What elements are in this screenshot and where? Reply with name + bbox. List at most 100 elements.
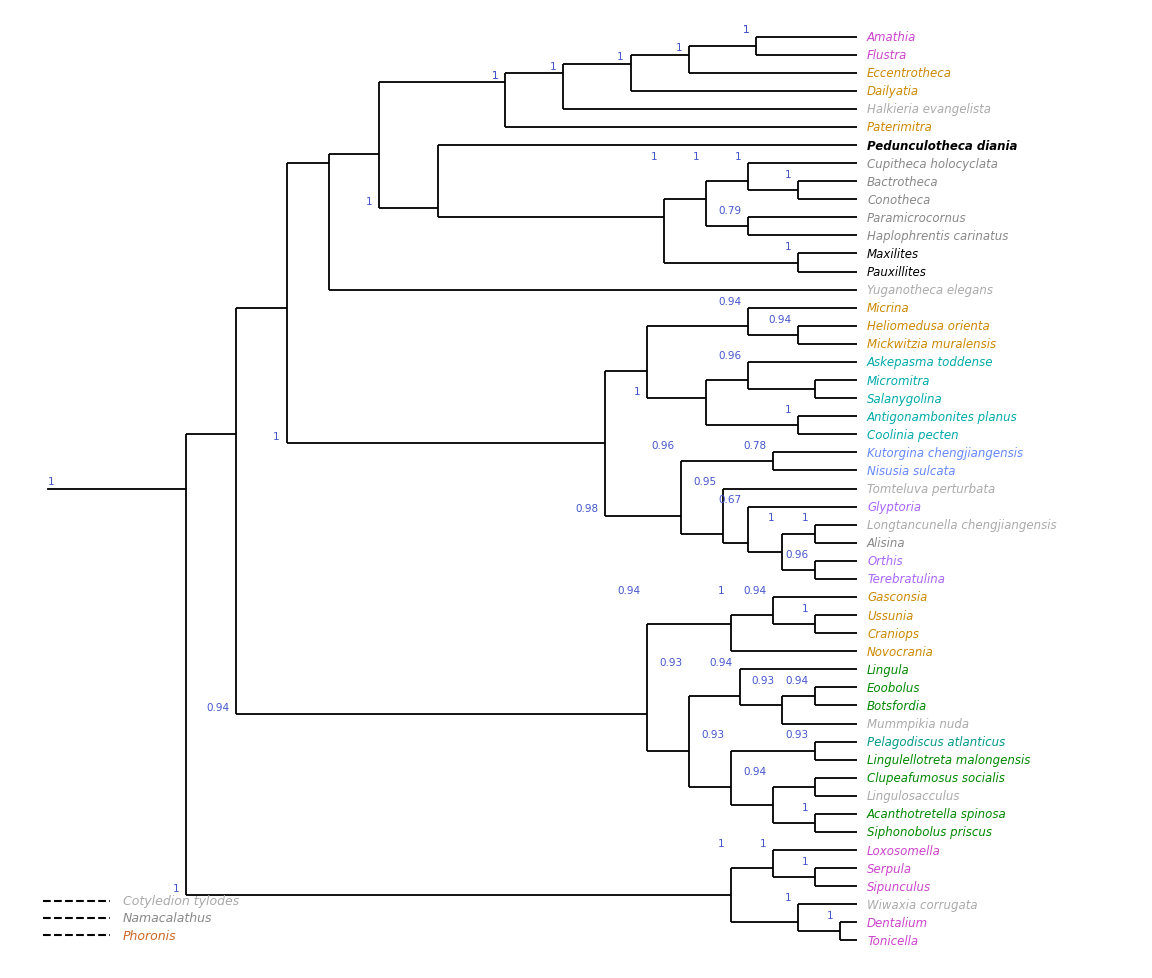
Text: Cupitheca holocyclata: Cupitheca holocyclata <box>867 157 998 170</box>
Text: 1: 1 <box>634 386 641 396</box>
Text: Lingula: Lingula <box>867 663 910 676</box>
Text: Tonicella: Tonicella <box>867 934 918 947</box>
Text: Glyptoria: Glyptoria <box>867 501 922 513</box>
Text: 0.95: 0.95 <box>694 477 717 487</box>
Text: Halkieria evangelista: Halkieria evangelista <box>867 104 991 116</box>
Text: 0.93: 0.93 <box>786 730 809 739</box>
Text: 0.94: 0.94 <box>743 585 766 596</box>
Text: 1: 1 <box>718 838 725 848</box>
Text: Kutorgina chengjiangensis: Kutorgina chengjiangensis <box>867 446 1023 460</box>
Text: Namacalathus: Namacalathus <box>123 911 212 924</box>
Text: Micrina: Micrina <box>867 302 910 315</box>
Text: 1: 1 <box>827 911 834 920</box>
Text: Dailyatia: Dailyatia <box>867 85 919 98</box>
Text: Bactrotheca: Bactrotheca <box>867 175 939 189</box>
Text: 1: 1 <box>273 431 280 442</box>
Text: Micromitra: Micromitra <box>867 375 931 387</box>
Text: Pauxillites: Pauxillites <box>867 266 927 279</box>
Text: Yuganotheca elegans: Yuganotheca elegans <box>867 284 993 297</box>
Text: Lingulosacculus: Lingulosacculus <box>867 789 961 803</box>
Text: Lingulellotreta malongensis: Lingulellotreta malongensis <box>867 753 1030 767</box>
Text: Eoobolus: Eoobolus <box>867 681 920 694</box>
Text: Cotyledion tylodes: Cotyledion tylodes <box>123 894 240 908</box>
Text: 0.93: 0.93 <box>659 657 682 667</box>
Text: 0.96: 0.96 <box>718 350 741 361</box>
Text: 1: 1 <box>802 802 809 812</box>
Text: 0.98: 0.98 <box>576 504 599 513</box>
Text: 1: 1 <box>760 838 766 848</box>
Text: 0.93: 0.93 <box>702 730 725 739</box>
Text: Tomteluva perturbata: Tomteluva perturbata <box>867 482 995 496</box>
Text: Clupeafumosus socialis: Clupeafumosus socialis <box>867 772 1005 784</box>
Text: Nisusia sulcata: Nisusia sulcata <box>867 465 955 477</box>
Text: 0.94: 0.94 <box>786 676 809 686</box>
Text: Paterimitra: Paterimitra <box>867 121 933 134</box>
Text: 1: 1 <box>651 152 658 161</box>
Text: Askepasma toddense: Askepasma toddense <box>867 356 993 369</box>
Text: Botsfordia: Botsfordia <box>867 699 927 712</box>
Text: Antigonambonites planus: Antigonambonites planus <box>867 410 1018 423</box>
Text: Eccentrotheca: Eccentrotheca <box>867 67 952 80</box>
Text: Coolinia pecten: Coolinia pecten <box>867 428 958 441</box>
Text: 1: 1 <box>492 70 498 80</box>
Text: Salanygolina: Salanygolina <box>867 392 942 405</box>
Text: 1: 1 <box>173 883 180 893</box>
Text: Mickwitzia muralensis: Mickwitzia muralensis <box>867 338 996 351</box>
Text: Craniops: Craniops <box>867 627 919 640</box>
Text: Paramicrocornus: Paramicrocornus <box>867 211 967 225</box>
Text: 1: 1 <box>743 25 750 35</box>
Text: 1: 1 <box>785 170 791 180</box>
Text: 0.94: 0.94 <box>768 314 791 325</box>
Text: Gasconsia: Gasconsia <box>867 591 927 603</box>
Text: 0.94: 0.94 <box>617 585 641 596</box>
Text: Phoronis: Phoronis <box>123 928 176 942</box>
Text: Terebratulina: Terebratulina <box>867 573 945 586</box>
Text: 1: 1 <box>551 62 556 71</box>
Text: Novocrania: Novocrania <box>867 645 934 658</box>
Text: Amathia: Amathia <box>867 31 917 44</box>
Text: Conotheca: Conotheca <box>867 194 931 206</box>
Text: 1: 1 <box>785 243 791 252</box>
Text: 0.94: 0.94 <box>710 657 733 667</box>
Text: 0.67: 0.67 <box>718 495 741 505</box>
Text: 1: 1 <box>676 43 682 54</box>
Text: Loxosomella: Loxosomella <box>867 844 941 857</box>
Text: Siphonobolus priscus: Siphonobolus priscus <box>867 825 992 838</box>
Text: 1: 1 <box>718 585 725 596</box>
Text: Pedunculotheca diania: Pedunculotheca diania <box>867 140 1017 153</box>
Text: Wiwaxia corrugata: Wiwaxia corrugata <box>867 898 978 911</box>
Text: Flustra: Flustra <box>867 49 908 62</box>
Text: Dentalium: Dentalium <box>867 916 929 929</box>
Text: 1: 1 <box>768 513 775 523</box>
Text: 0.79: 0.79 <box>718 206 741 216</box>
Text: Acanthotretella spinosa: Acanthotretella spinosa <box>867 808 1007 821</box>
Text: 0.96: 0.96 <box>651 441 674 451</box>
Text: 1: 1 <box>743 25 750 35</box>
Text: 1: 1 <box>365 197 372 207</box>
Text: 1: 1 <box>492 70 498 80</box>
Text: Haplophrentis carinatus: Haplophrentis carinatus <box>867 230 1008 243</box>
Text: Heliomedusa orienta: Heliomedusa orienta <box>867 320 990 333</box>
Text: 1: 1 <box>692 152 699 161</box>
Text: 1: 1 <box>802 513 809 523</box>
Text: 1: 1 <box>802 856 809 867</box>
Text: Pelagodiscus atlanticus: Pelagodiscus atlanticus <box>867 735 1006 748</box>
Text: 1: 1 <box>785 892 791 903</box>
Text: Mummpikia nuda: Mummpikia nuda <box>867 717 969 731</box>
Text: Longtancunella chengjiangensis: Longtancunella chengjiangensis <box>867 518 1056 532</box>
Text: 0.78: 0.78 <box>743 441 766 451</box>
Text: Sipunculus: Sipunculus <box>867 880 931 893</box>
Text: 1: 1 <box>47 477 54 487</box>
Text: Serpula: Serpula <box>867 862 912 874</box>
Text: 0.96: 0.96 <box>786 549 809 559</box>
Text: 0.93: 0.93 <box>752 676 775 686</box>
Text: 1: 1 <box>735 152 741 161</box>
Text: 0.94: 0.94 <box>206 702 229 713</box>
Text: Orthis: Orthis <box>867 555 903 568</box>
Text: Alisina: Alisina <box>867 537 905 550</box>
Text: 1: 1 <box>617 53 624 63</box>
Text: 0.94: 0.94 <box>718 296 741 306</box>
Text: 0.94: 0.94 <box>743 766 766 776</box>
Text: Maxilites: Maxilites <box>867 247 919 261</box>
Text: 1: 1 <box>785 405 791 415</box>
